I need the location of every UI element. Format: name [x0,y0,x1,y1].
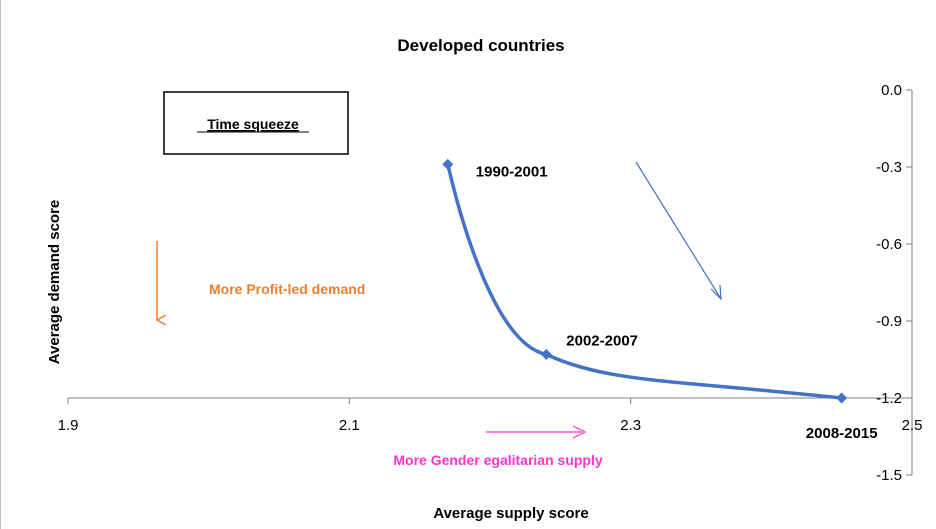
diagonal-arrow-head [710,284,722,301]
data-point-label: 2002-2007 [566,332,638,349]
series-group [442,158,848,404]
data-point-label: 1990-2001 [476,163,548,180]
data-point-marker [540,348,552,360]
axes [67,89,913,476]
supply-annotation: More Gender egalitarian supply [393,452,602,468]
y-axis-label: Average demand score [46,200,63,365]
time-squeeze-text: Time squeeze [207,116,299,132]
data-point-marker [442,158,454,170]
y-tick-label: -1.5 [876,467,902,484]
y-tick-label: 0.0 [881,82,902,99]
y-tick-label: -1.2 [876,390,902,407]
chart-title: Developed countries [397,36,564,55]
x-tick-labels: 1.9 2.1 2.3 2.5 [58,417,923,434]
point-labels: 1990-2001 2002-2007 2008-2015 [476,163,878,442]
x-axis-label: Average supply score [433,505,588,522]
y-tick-labels: 0.0 -0.3 -0.6 -0.9 -1.2 -1.5 [876,82,902,484]
series-line [446,162,844,400]
diagonal-arrow [635,161,722,300]
x-tick-label: 2.5 [902,417,923,434]
data-point-label: 2008-2015 [806,425,878,442]
y-tick-label: -0.9 [876,313,902,330]
x-tick-label: 1.9 [58,417,79,434]
supply-arrow-head [572,425,587,439]
time-squeeze-box [163,91,349,155]
y-tick-label: -0.3 [876,159,902,176]
x-tick-label: 2.1 [339,417,360,434]
y-tick-label: -0.6 [876,236,902,253]
x-tick-label: 2.3 [620,417,641,434]
data-point-marker [836,392,848,404]
demand-annotation: More Profit-led demand [209,281,365,297]
